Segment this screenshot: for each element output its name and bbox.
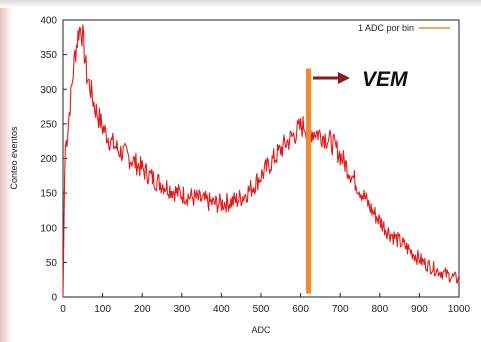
legend: 1 ADC por bin: [358, 23, 450, 33]
y-tick-label: 50: [46, 258, 58, 269]
x-tick-label: 1000: [448, 304, 471, 315]
y-tick-label: 200: [40, 154, 57, 165]
y-axis-title: Conteo eventos: [9, 126, 19, 190]
y-tick-label: 350: [40, 50, 57, 61]
x-tick-label: 700: [332, 304, 349, 315]
x-tick-label: 0: [60, 304, 66, 315]
legend-label: 1 ADC por bin: [358, 23, 414, 33]
y-tick-label: 100: [40, 223, 57, 234]
y-tick-label: 400: [40, 16, 57, 27]
x-tick-label: 900: [411, 304, 428, 315]
x-tick-label: 400: [213, 304, 230, 315]
y-tick-label: 0: [51, 293, 57, 304]
x-tick-label: 300: [173, 304, 190, 315]
x-tick-label: 200: [134, 304, 151, 315]
x-axis: 0 100 200 300 400 500 600 700 800 900 1000: [60, 293, 471, 315]
x-tick-label: 600: [292, 304, 309, 315]
vem-arrowhead: [338, 72, 350, 84]
x-tick-label: 100: [94, 304, 111, 315]
series-line: [62, 24, 460, 298]
y-tick-label: 300: [40, 85, 57, 96]
y-axis: 0 50 100 150 200 250 300 350 400: [40, 16, 67, 304]
x-tick-label: 500: [253, 304, 270, 315]
vem-label: VEM: [362, 68, 408, 91]
vem-marker-line: [306, 68, 312, 294]
y-tick-label: 250: [40, 119, 57, 130]
x-axis-title: ADC: [251, 325, 271, 335]
y-tick-label: 150: [40, 189, 57, 200]
x-tick-label: 800: [371, 304, 388, 315]
